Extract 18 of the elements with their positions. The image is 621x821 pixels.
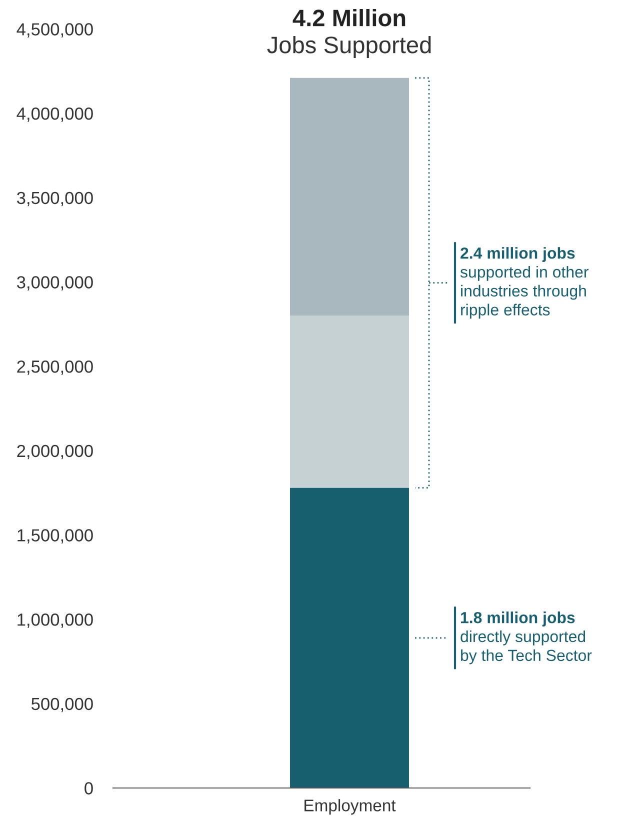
bar: [290, 316, 409, 488]
y-tick-label: 0: [84, 782, 93, 794]
y-tick-label: 3,500,000: [16, 192, 93, 206]
y-tick-label: 3,000,000: [16, 276, 93, 291]
y-tick-label: 1,500,000: [18, 529, 93, 544]
chart-title: 4.2 Million: [292, 8, 406, 26]
annotation: 1.8 million jobs directly supported by the Tech Sector: [460, 612, 592, 664]
y-tick-label: 500,000: [32, 698, 93, 712]
y-tick-label: 4,500,000: [16, 23, 93, 38]
chart-subtitle: Jobs Supported: [267, 36, 431, 58]
bar: [290, 488, 409, 788]
y-tick-label: 2,500,000: [17, 360, 93, 375]
y-tick-label: 2,000,000: [17, 444, 93, 460]
bar: [290, 78, 409, 316]
y-tick-label: 1,000,000: [18, 614, 93, 628]
x-tick-label: Employment: [304, 799, 396, 815]
y-tick-label: 4,000,000: [16, 108, 93, 122]
annotation: 2.4 million jobs supported in other industries through ripple effects: [460, 247, 588, 319]
